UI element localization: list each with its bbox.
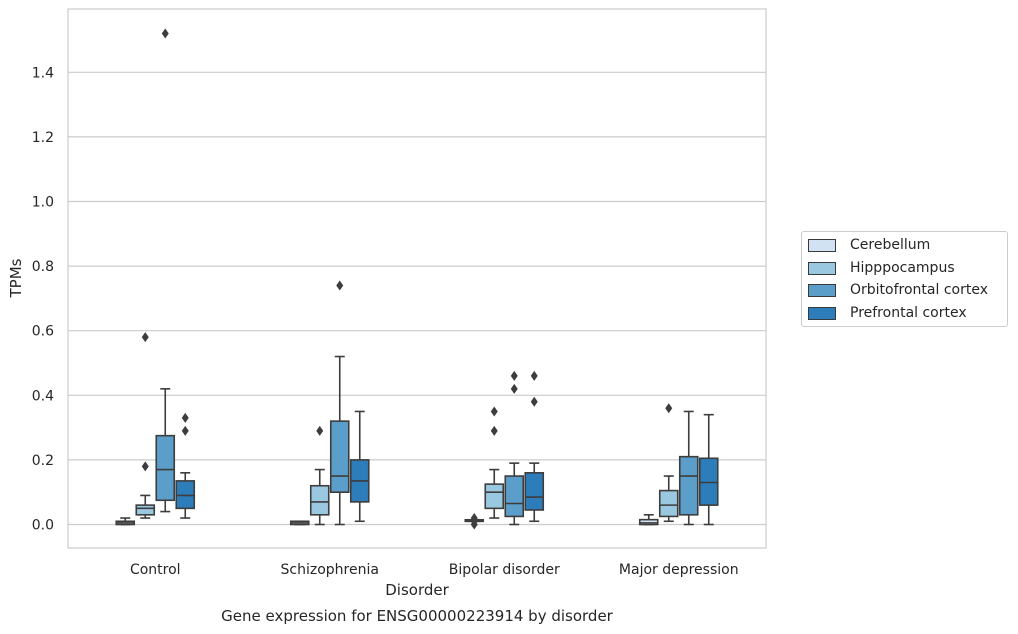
iqr-box	[155, 434, 176, 502]
box-cerebellum-major-depression	[638, 514, 659, 526]
outlier-point	[665, 403, 673, 414]
outlier-point	[181, 412, 189, 423]
box-cerebellum-control	[115, 517, 136, 526]
outlier-point	[141, 332, 149, 343]
y-axis-label: TPMs	[7, 258, 25, 298]
iqr-box	[309, 484, 330, 516]
legend-label-orbitofrontal-cortex: Orbitofrontal cortex	[850, 282, 988, 298]
box-prefrontal-cortex-control	[175, 412, 196, 519]
iqr-box	[524, 472, 545, 511]
y-tick-label: 0.0	[32, 518, 54, 534]
outlier-point	[510, 383, 518, 394]
box-hipppocampus-schizophrenia	[309, 425, 330, 526]
box-hipppocampus-control	[135, 332, 156, 519]
y-tick-label: 0.4	[32, 388, 54, 404]
iqr-box	[658, 489, 679, 518]
legend-swatch-hippocampus	[808, 261, 836, 275]
box-cerebellum-schizophrenia	[289, 520, 310, 526]
iqr-box	[329, 420, 350, 494]
gridlines	[68, 71, 766, 526]
iqr-box	[484, 483, 505, 510]
box-prefrontal-cortex-bipolar-disorder	[524, 370, 545, 523]
outlier-point	[530, 370, 538, 381]
outlier-point	[470, 513, 478, 524]
x-tick-label: Major depression	[619, 562, 739, 578]
x-tick-label: Bipolar disorder	[449, 562, 560, 578]
iqr-box	[678, 455, 699, 516]
box-hipppocampus-bipolar-disorder	[484, 406, 505, 519]
legend-label-cerebellum: Cerebellum	[850, 237, 931, 253]
y-tick-label: 0.8	[32, 259, 54, 275]
legend-label-hippocampus: Hipppocampus	[850, 260, 955, 276]
y-tick-labels: 0.0 0.2 0.4 0.6 0.8 1.0 1.2 1.4	[32, 65, 54, 533]
legend-label-prefrontal-cortex: Prefrontal cortex	[850, 305, 967, 321]
y-tick-label: 1.4	[32, 65, 54, 81]
legend-swatch-orbitofrontal-cortex	[808, 283, 836, 297]
box-hipppocampus-major-depression	[658, 403, 679, 523]
legend-item-cerebellum: Cerebellum	[808, 235, 930, 255]
legend-item-hippocampus: Hipppocampus	[808, 258, 955, 278]
legend-item-prefrontal-cortex: Prefrontal cortex	[808, 303, 967, 323]
plot-area-frame	[67, 8, 767, 549]
outlier-point	[181, 425, 189, 436]
outlier-point	[141, 461, 149, 472]
boxes	[115, 28, 719, 530]
outlier-point	[161, 28, 169, 39]
x-tick-labels: Control Schizophrenia Bipolar disorder Majo…	[130, 562, 739, 578]
box-orbitofrontal-cortex-schizophrenia	[329, 280, 350, 526]
box-orbitofrontal-cortex-control	[155, 28, 176, 513]
outlier-point	[530, 396, 538, 407]
y-tick-label: 1.2	[32, 130, 54, 146]
x-axis-label: Disorder	[385, 581, 449, 599]
outlier-point	[336, 280, 344, 291]
outlier-point	[510, 370, 518, 381]
x-tick-label: Control	[130, 562, 181, 578]
legend-swatch-prefrontal-cortex	[808, 306, 836, 320]
iqr-box	[504, 475, 525, 518]
iqr-box	[175, 480, 196, 510]
legend-swatch-cerebellum	[808, 238, 836, 252]
outlier-point	[490, 425, 498, 436]
iqr-box	[638, 518, 659, 526]
y-tick-label: 0.2	[32, 453, 54, 469]
legend-item-orbitofrontal-cortex: Orbitofrontal cortex	[808, 280, 988, 300]
outlier-point	[316, 425, 324, 436]
outlier-point	[490, 406, 498, 417]
iqr-box	[698, 457, 719, 506]
box-cerebellum-bipolar-disorder	[464, 513, 485, 530]
box-orbitofrontal-cortex-major-depression	[678, 410, 699, 526]
chart-title: Gene expression for ENSG00000223914 by d…	[221, 607, 614, 625]
box-orbitofrontal-cortex-bipolar-disorder	[504, 370, 525, 526]
iqr-box	[135, 504, 156, 516]
x-tick-label: Schizophrenia	[281, 562, 379, 578]
box-prefrontal-cortex-major-depression	[698, 413, 719, 526]
box-prefrontal-cortex-schizophrenia	[349, 410, 370, 523]
y-tick-label: 1.0	[32, 195, 54, 211]
y-tick-label: 0.6	[32, 324, 54, 340]
legend: Cerebellum Hipppocampus Orbitofrontal co…	[801, 231, 1008, 327]
